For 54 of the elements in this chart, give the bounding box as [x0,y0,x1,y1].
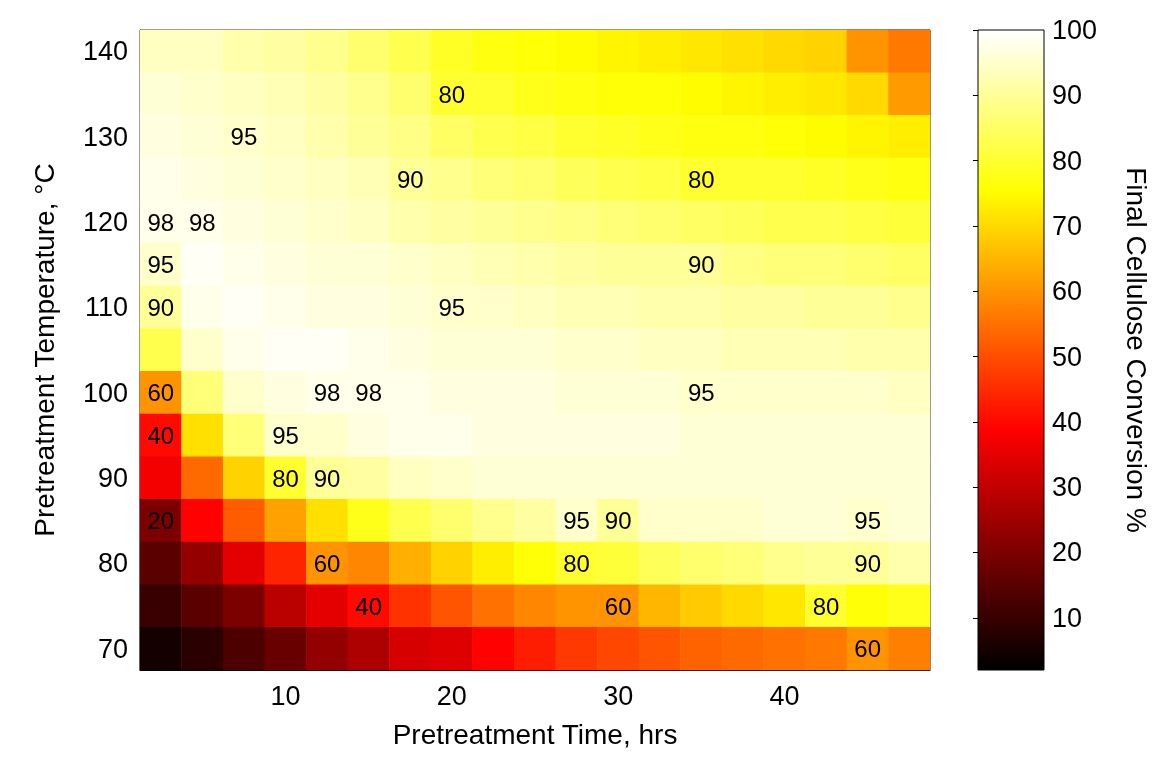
color-bar-label: 20 [1052,537,1083,568]
data-label: 80 [687,165,715,193]
y-tick-label: 90 [97,463,128,493]
data-label: 98 [313,379,341,407]
color-bar-title: Final Cellulose Conversion % [1120,167,1152,533]
y-tick-label: 100 [82,377,128,408]
data-label: 90 [396,165,424,193]
data-label: 60 [147,379,175,407]
data-label: 98 [355,379,383,407]
x-tick-label: 10 [270,680,301,711]
data-label: 60 [854,635,881,663]
data-label: 90 [854,549,881,577]
data-label: 95 [563,507,590,535]
color-bar-label: 80 [1052,145,1083,176]
data-label: 90 [687,251,715,279]
data-label: 80 [272,464,299,492]
data-label: 98 [147,208,175,236]
y-tick-label: 110 [84,292,128,323]
x-tick-label: 20 [436,680,467,711]
color-bar-label: 30 [1052,472,1083,503]
data-label: 95 [147,251,175,279]
data-label: 20 [147,507,175,535]
color-bar-label: 50 [1052,341,1083,372]
color-bar-label: 60 [1052,276,1083,307]
y-tick-label: 120 [82,207,128,237]
data-label: 90 [147,293,175,321]
y-tick-label: 140 [82,36,128,67]
data-label: 90 [313,464,341,492]
color-bar-label: 90 [1052,80,1083,111]
color-bar-label: 40 [1052,406,1083,437]
color-bar-label: 70 [1052,210,1083,241]
data-label: 40 [355,592,383,620]
data-label: 40 [147,421,175,449]
data-label: 95 [687,379,715,407]
x-tick-label: 30 [603,680,634,711]
y-tick-label: 70 [97,633,128,664]
y-axis-title: Pretreatment Temperature, °C [28,163,60,537]
y-tick-label: 80 [97,548,128,579]
data-label: 60 [313,549,341,577]
data-label: 80 [438,80,466,108]
data-label: 95 [854,507,881,535]
data-label: 98 [189,208,216,236]
data-label: 60 [604,592,632,620]
data-label: 95 [438,293,466,321]
data-label: 95 [230,123,258,151]
data-label: 95 [272,421,299,449]
data-label: 80 [812,592,840,620]
data-label: 80 [563,549,590,577]
data-label: 90 [604,507,632,535]
y-tick-label: 130 [82,121,128,152]
color-bar-label: 100 [1052,15,1098,45]
color-bar-label: 10 [1052,602,1083,633]
x-tick-label: 40 [769,680,800,711]
x-axis-title: Pretreatment Time, hrs [392,718,678,750]
